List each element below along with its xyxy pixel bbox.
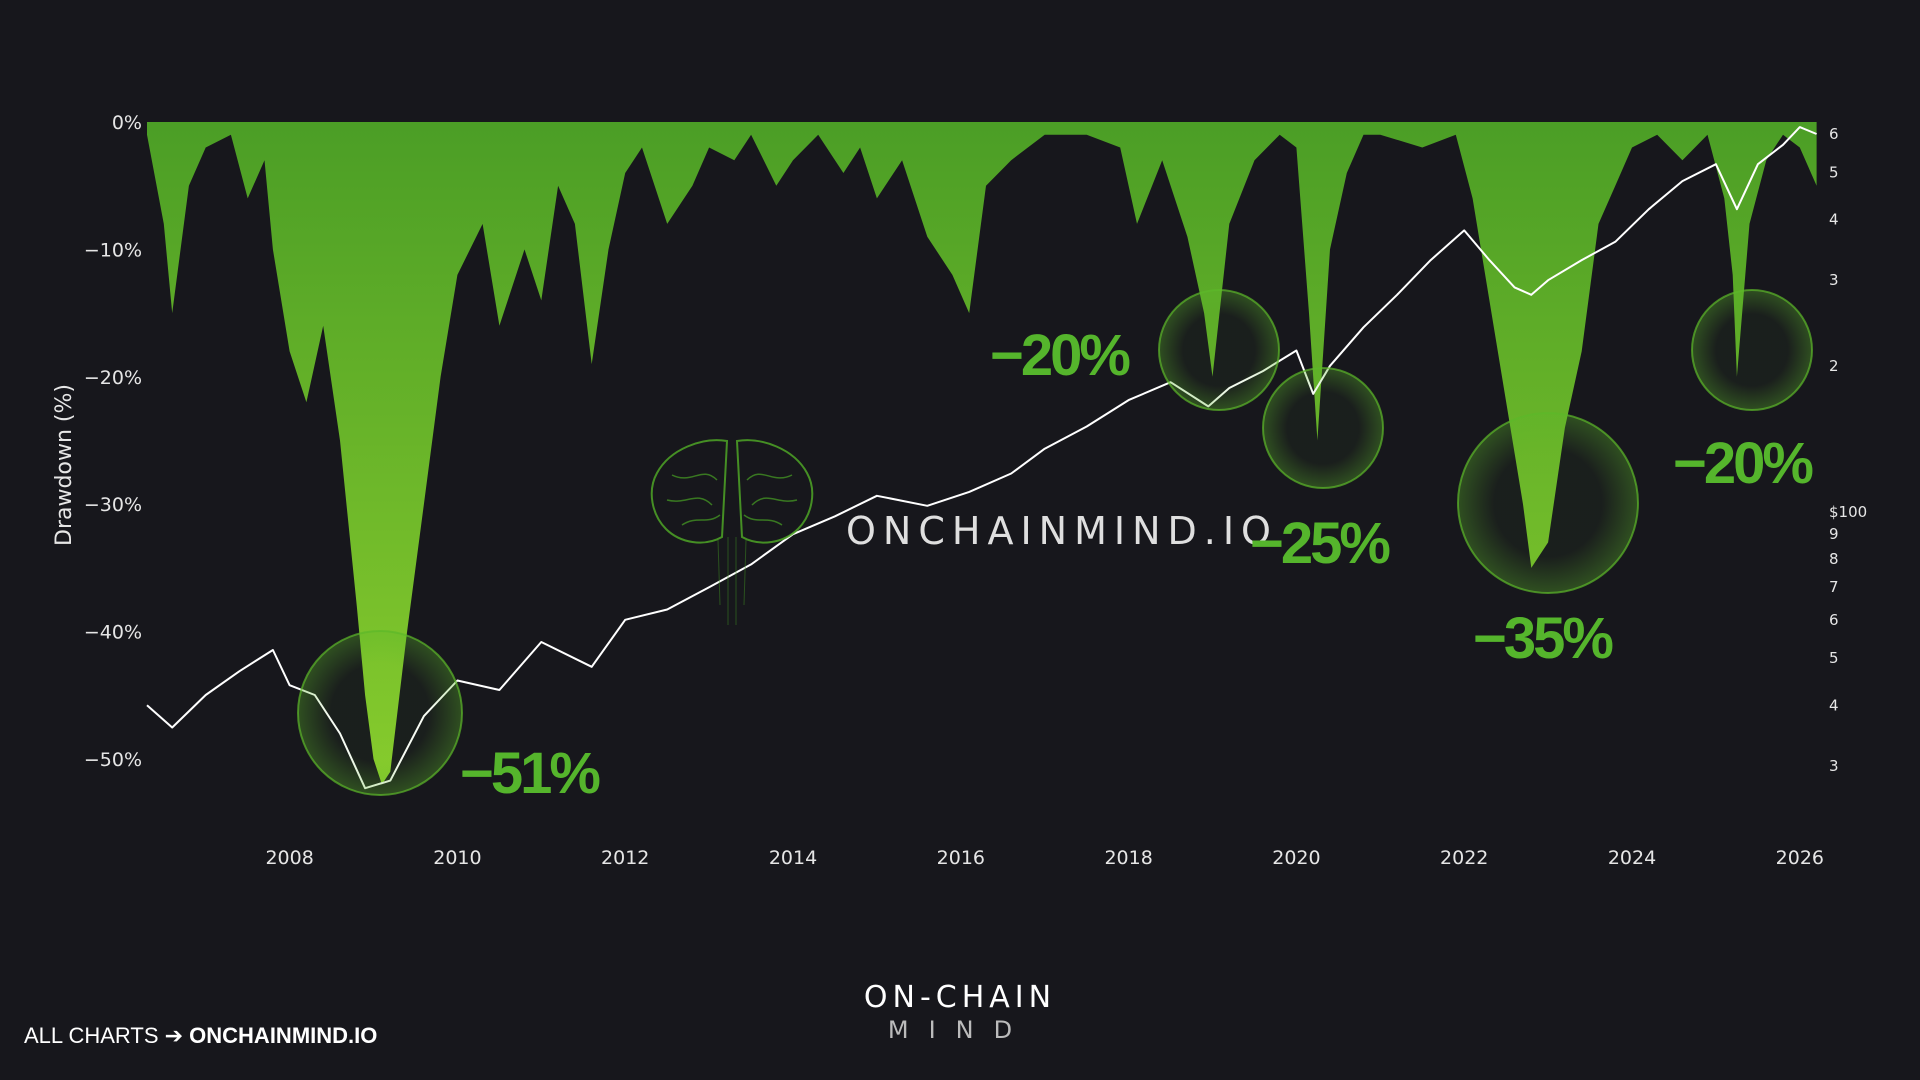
right-tick-label: 2 — [1829, 357, 1839, 375]
x-tick-label: 2012 — [601, 847, 649, 869]
y-tick-label: −40% — [84, 622, 142, 644]
y-axis-ticks: 0% −10% −20% −30% −40% −50% — [84, 112, 142, 771]
right-tick-label: $100 — [1829, 503, 1867, 521]
x-tick-label: 2014 — [769, 847, 817, 869]
footer-link[interactable]: ALL CHARTS ➔ ONCHAINMIND.IO — [24, 1023, 377, 1049]
annotation-label-2020: −25% — [1250, 511, 1390, 576]
annotation-circles — [297, 289, 1813, 796]
footer-prefix: ALL CHARTS ➔ — [24, 1023, 190, 1048]
right-tick-label: 7 — [1829, 578, 1839, 596]
y-tick-label: −20% — [84, 367, 142, 389]
annotation-circle-0 — [297, 630, 463, 796]
chart-watermark: ONCHAINMIND.IO — [846, 509, 1278, 553]
right-tick-label: 5 — [1829, 163, 1839, 181]
annotation-label-2025: −20% — [1673, 431, 1813, 496]
right-tick-label: 9 — [1829, 525, 1839, 543]
right-tick-label: 4 — [1829, 211, 1839, 229]
annotation-circle-1 — [1158, 289, 1280, 411]
annotation-circle-4 — [1691, 289, 1813, 411]
x-tick-label: 2010 — [433, 847, 481, 869]
annotation-circle-3 — [1457, 412, 1639, 594]
brain-logo-icon — [650, 439, 814, 625]
right-tick-label: 5 — [1829, 649, 1839, 667]
drawdown-area-layer — [147, 122, 1817, 785]
y-tick-label: −50% — [84, 749, 142, 771]
y-tick-label: −30% — [84, 494, 142, 516]
x-tick-label: 2022 — [1440, 847, 1488, 869]
annotation-label-2009: −51% — [460, 741, 600, 806]
drawdown-area — [147, 122, 1817, 785]
x-tick-label: 2020 — [1272, 847, 1320, 869]
right-tick-label: 8 — [1829, 550, 1839, 568]
annotation-label-2022: −35% — [1473, 606, 1613, 671]
right-tick-label: 3 — [1829, 757, 1839, 775]
x-tick-label: 2018 — [1104, 847, 1152, 869]
footer-site[interactable]: ONCHAINMIND.IO — [189, 1023, 378, 1048]
x-tick-label: 2026 — [1776, 847, 1824, 869]
x-tick-label: 2016 — [937, 847, 985, 869]
right-tick-label: 6 — [1829, 611, 1839, 629]
x-tick-label: 2024 — [1608, 847, 1656, 869]
y-tick-label: 0% — [112, 112, 142, 134]
y-axis-label: Drawdown (%) — [52, 384, 77, 546]
annotation-label-2018: −20% — [990, 323, 1130, 388]
x-tick-label: 2008 — [265, 847, 313, 869]
right-axis-ticks: 6 5 4 3 2 $100 9 8 7 6 5 4 3 — [1829, 125, 1867, 775]
annotation-circle-2 — [1262, 367, 1384, 489]
right-tick-label: 4 — [1829, 696, 1839, 714]
right-tick-label: 3 — [1829, 271, 1839, 289]
x-axis-ticks: 2008 2010 2012 2014 2016 2018 2020 2022 2024 2026 — [265, 847, 1824, 869]
y-tick-label: −10% — [84, 239, 142, 261]
brand-logo-line2: MIND — [887, 1016, 1033, 1044]
brand-logo-line1: ON-CHAIN — [863, 980, 1057, 1015]
right-tick-label: 6 — [1829, 125, 1839, 143]
